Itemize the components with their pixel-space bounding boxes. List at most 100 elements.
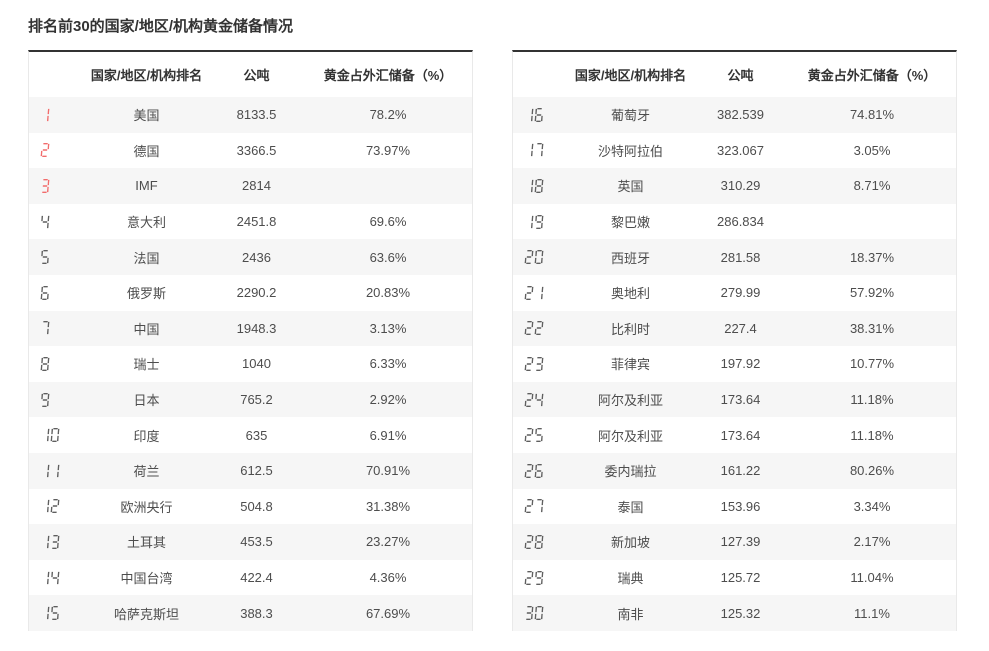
rank-cell: [513, 143, 568, 157]
table-row: IMF 2814: [29, 168, 472, 204]
rank-cell: [513, 250, 568, 265]
country-name-cell: 奥地利: [610, 286, 650, 302]
rank-led-digits: [40, 215, 50, 229]
country-name-cell: 荷兰: [133, 464, 160, 480]
country-name-cell: 委内瑞拉: [604, 464, 657, 480]
table-header-row: 国家/地区/机构排名 公吨 黄金占外汇储备（%）: [29, 52, 472, 97]
tonnes-cell: 279.99: [720, 285, 761, 301]
table-body: 美国 8133.5 78.2% 德国 3366.5 73.97% IMF 2814 意大利 245…: [29, 97, 472, 631]
gold-fx-pct-cell: 4.36%: [369, 570, 407, 586]
gold-fx-pct-cell: 10.77%: [849, 356, 895, 372]
tonnes-cell: 382.539: [717, 107, 764, 123]
rank-led-digits: [40, 321, 50, 335]
gold-fx-pct-cell: 11.04%: [850, 570, 894, 586]
gold-fx-pct-cell: 6.33%: [369, 356, 407, 372]
country-name-cell: 瑞典: [617, 571, 644, 587]
tonnes-cell: 173.64: [720, 392, 761, 408]
rank-cell: [29, 571, 84, 585]
tonnes-cell: 227.4: [724, 320, 757, 336]
rank-led-digits: [524, 570, 544, 585]
gold-fx-pct-cell: 57.92%: [849, 285, 895, 301]
gold-fx-pct-column-header: 黄金占外汇储备（%）: [807, 68, 937, 83]
country-column-header: 国家/地区/机构排名: [574, 68, 687, 83]
rank-led-digits: [40, 606, 59, 621]
rank-led-digits: [40, 178, 50, 193]
table-row: 中国 1948.3 3.13%: [29, 310, 472, 347]
rank-cell: [513, 499, 568, 514]
gold-fx-pct-cell: 78.2%: [369, 107, 407, 123]
country-name-cell: 英国: [617, 179, 644, 195]
tonnes-cell: 2814: [242, 178, 271, 194]
rank-cell: [29, 464, 84, 478]
rank-cell: [513, 428, 568, 443]
rank-cell: [29, 285, 84, 300]
gold-fx-pct-cell: 11.18%: [850, 392, 894, 408]
rank-led-digits: [40, 108, 50, 122]
tonnes-cell: 2436: [242, 249, 271, 265]
table-row: 意大利 2451.8 69.6%: [29, 203, 472, 240]
table-row: 俄罗斯 2290.2 20.83%: [29, 274, 472, 311]
table-row: 奥地利 279.99 57.92%: [513, 274, 956, 311]
table-row: 美国 8133.5 78.2%: [29, 97, 472, 133]
table-row: 委内瑞拉 161.22 80.26%: [513, 452, 956, 489]
gold-fx-pct-cell: 73.97%: [365, 142, 411, 158]
rank-cell: [513, 463, 568, 478]
country-name-cell: 瑞士: [133, 357, 160, 373]
country-name-cell: 土耳其: [126, 535, 166, 551]
rank-cell: [29, 321, 84, 335]
tonnes-cell: 173.64: [720, 427, 761, 443]
rank-cell: [29, 499, 84, 514]
gold-fx-pct-cell: 80.26%: [849, 463, 895, 479]
table-row: 西班牙 281.58 18.37%: [513, 239, 956, 275]
country-name-cell: 欧洲央行: [120, 499, 173, 515]
country-name-cell: 哈萨克斯坦: [113, 606, 179, 622]
rank-cell: [29, 178, 84, 193]
rank-cell: [29, 428, 84, 443]
rank-led-digits: [524, 392, 544, 407]
gold-fx-pct-cell: 20.83%: [365, 285, 411, 301]
country-name-cell: 法国: [133, 250, 160, 266]
table-row: 阿尔及利亚 173.64 11.18%: [513, 417, 956, 453]
rank-cell: [513, 178, 568, 193]
tonnes-cell: 612.5: [240, 463, 273, 479]
table-row: 新加坡 127.39 2.17%: [513, 524, 956, 560]
rank-cell: [513, 107, 568, 122]
country-name-cell: 南非: [617, 606, 644, 622]
table-header-row: 国家/地区/机构排名 公吨 黄金占外汇储备（%）: [513, 52, 956, 97]
rank-cell: [513, 534, 568, 549]
rank-cell: [29, 356, 84, 371]
country-name-cell: 菲律宾: [610, 357, 650, 373]
rank-led-digits: [40, 143, 50, 158]
rank-cell: [29, 215, 84, 229]
table-row: 英国 310.29 8.71%: [513, 168, 956, 204]
country-name-cell: IMF: [135, 178, 158, 194]
rank-cell: [513, 214, 568, 229]
tonnes-cell: 125.72: [720, 570, 761, 586]
table-row: 印度 635 6.91%: [29, 417, 472, 453]
tonnes-cell: 161.22: [720, 463, 761, 479]
country-name-cell: 俄罗斯: [126, 286, 166, 302]
country-name-cell: 葡萄牙: [610, 108, 650, 124]
tonnes-cell: 3366.5: [236, 142, 277, 158]
rank-led-digits: [40, 285, 49, 300]
rank-cell: [29, 143, 84, 158]
table-row: 泰国 153.96 3.34%: [513, 488, 956, 525]
gold-reserves-table-rank-1-15: 国家/地区/机构排名 公吨 黄金占外汇储备（%） 美国 8133.5 78.2% 德国…: [28, 50, 473, 631]
gold-fx-pct-cell: 3.05%: [853, 142, 891, 158]
country-name-cell: 中国: [133, 321, 160, 337]
gold-fx-pct-cell: 70.91%: [365, 463, 411, 479]
gold-fx-pct-cell: 2.17%: [853, 534, 891, 550]
gold-fx-pct-cell: 8.71%: [853, 178, 891, 194]
rank-led-digits: [524, 250, 544, 265]
rank-cell: [513, 392, 568, 407]
country-name-cell: 西班牙: [610, 250, 650, 266]
rank-cell: [29, 250, 84, 265]
tonnes-cell: 281.58: [720, 249, 761, 265]
tonnes-cell: 422.4: [240, 570, 273, 586]
table-row: 南非 125.32 11.1%: [513, 595, 956, 631]
tonnes-cell: 125.32: [720, 605, 761, 621]
tonnes-cell: 197.92: [720, 356, 761, 372]
tonnes-cell: 286.834: [717, 214, 764, 230]
rank-led-digits: [40, 571, 60, 585]
rank-cell: [513, 285, 568, 300]
